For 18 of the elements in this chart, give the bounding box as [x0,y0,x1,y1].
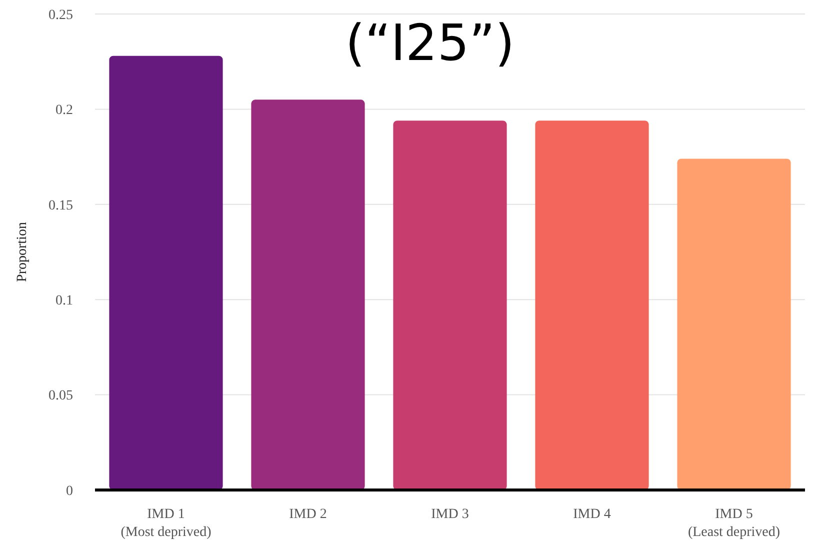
y-tick-label: 0 [66,484,73,499]
x-tick-label: IMD 5 (Least deprived) [688,507,780,540]
bar [677,158,791,490]
y-tick-label: 0.05 [48,388,73,404]
y-axis-title: Proportion [15,222,30,282]
x-tick-label: IMD 3 [431,507,469,522]
bar [393,120,507,490]
x-tick-label: IMD 2 [289,507,327,522]
bar [535,120,649,490]
x-tick-label: IMD 1 (Most deprived) [120,507,212,540]
bar [251,100,365,490]
y-tick-label: 0.15 [48,198,73,214]
y-tick-label: 0.1 [56,294,73,308]
chart-title: (“I25”) [345,14,515,72]
y-tick-label: 0.2 [56,103,73,118]
bar [109,56,223,490]
x-tick-label: IMD 4 [573,507,611,522]
y-tick-label: 0.25 [48,8,73,23]
